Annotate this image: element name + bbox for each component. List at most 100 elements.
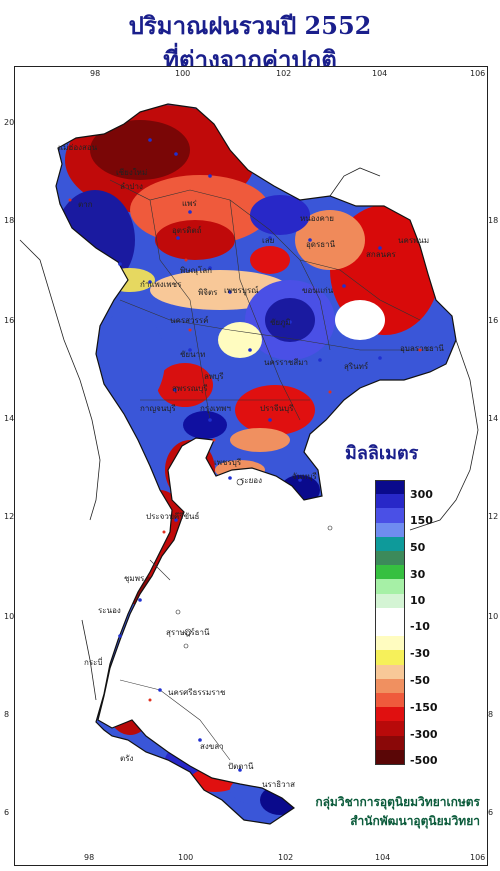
label-ranong: ระนอง (98, 606, 121, 615)
label-phitsanulok: พิษณุโลก (180, 266, 213, 275)
label-nakhonsi: นครศรีธรรมราช (168, 688, 226, 697)
label-pattani: ปัตตานี (228, 762, 254, 771)
label-sakon: สกลนคร (366, 250, 396, 259)
label-nakhonphanom: นครพนม (398, 236, 430, 245)
label-lampang: ลำปาง (120, 182, 143, 191)
lon-tick-bottom: 104 (375, 853, 391, 862)
label-trang: ตรัง (120, 754, 134, 763)
label-kamphaengphet: กำแพงเพชร (140, 280, 182, 289)
legend-swatch (375, 678, 405, 693)
legend-swatch (375, 579, 405, 594)
label-chaiyaphum: ชัยภูมิ (270, 318, 291, 327)
legend-unit: มิลลิเมตร (345, 443, 419, 464)
label-lopburi: ลพบุรี (204, 372, 224, 381)
label-rayong: ระยอง (240, 476, 262, 485)
lon-tick-top: 104 (372, 69, 388, 78)
label-bangkok: กรุงเทพฯ (200, 404, 231, 413)
lat-tick-left: 20 (4, 118, 15, 127)
map-title: ปริมาณฝนรวมปี 2552 (128, 11, 372, 40)
lat-tick-right: 16 (488, 316, 499, 325)
legend-label: -30 (410, 647, 430, 660)
legend-label: -150 (410, 701, 438, 714)
lat-tick-right: 12 (488, 512, 499, 521)
lat-tick-right: 6 (488, 808, 494, 817)
lon-tick-top: 106 (470, 69, 486, 78)
label-udonthani: อุดรธานี (306, 240, 336, 249)
label-kanchanaburi: กาญจนบุรี (140, 404, 176, 413)
lon-tick-bottom: 102 (278, 853, 294, 862)
lat-tick-left: 14 (4, 414, 15, 423)
legend-swatch (375, 636, 405, 651)
lat-tick-left: 8 (4, 710, 10, 719)
label-chanthaburi: จันทบุรี (292, 472, 317, 481)
label-prachinburi: ปราจีนบุรี (260, 404, 294, 413)
label-surin: สุรินทร์ (344, 362, 369, 371)
lat-tick-left: 12 (4, 512, 15, 521)
lat-tick-right: 18 (488, 216, 499, 225)
label-tak: ตาก (78, 200, 93, 209)
credit-bureau: สำนักพัฒนาอุตุนิยมวิทยา (350, 814, 480, 828)
label-khonkaen: ขอนแก่น (302, 286, 334, 295)
label-loei: เลย (262, 236, 275, 245)
lat-tick-left: 10 (4, 612, 15, 621)
label-chumphon: ชุมพร (124, 574, 145, 583)
legend-swatch (375, 494, 405, 509)
legend-swatch (375, 565, 405, 580)
label-phrae: แพร่ (182, 199, 197, 208)
legend-swatch (375, 551, 405, 566)
legend-swatch (375, 749, 405, 765)
label-phichit: พิจิตร (198, 288, 218, 297)
legend-label: 30 (410, 568, 426, 581)
label-phetchabun: เพชรบูรณ์ (224, 286, 259, 295)
legend-swatch (375, 536, 405, 551)
legend-label: 50 (410, 541, 426, 554)
label-chiangmai: เชียงใหม่ (116, 168, 148, 177)
label-prachuap: ประจวบคีรีขันธ์ (146, 512, 200, 521)
label-songkhla: สงขลา (200, 742, 224, 751)
lat-tick-left: 18 (4, 216, 15, 225)
credit-division: กลุ่มวิชาการอุตุนิยมวิทยาเกษตร (315, 795, 480, 809)
legend-swatch (375, 664, 405, 679)
legend-label: 300 (410, 488, 433, 501)
lon-tick-top: 100 (175, 69, 191, 78)
lat-tick-right: 8 (488, 710, 494, 719)
label-uttaradit: อุตรดิตถ์ (172, 226, 202, 235)
label-nongkhai: หนองคาย (300, 214, 334, 223)
legend-swatch (375, 622, 405, 637)
lon-tick-top: 102 (276, 69, 292, 78)
lon-tick-bottom: 98 (84, 853, 95, 862)
legend-label: -10 (410, 620, 430, 633)
legend-swatch (375, 607, 405, 622)
lon-tick-bottom: 106 (470, 853, 486, 862)
legend-label: -50 (410, 674, 430, 687)
legend-swatch (375, 522, 405, 537)
lat-tick-right: 14 (488, 414, 499, 423)
label-nakhonsawan: นครสวรรค์ (170, 316, 209, 325)
legend-label: 10 (410, 594, 426, 607)
label-suphan: สุพรรณบุรี (172, 384, 208, 393)
lon-tick-bottom: 100 (178, 853, 194, 862)
legend-swatch (375, 721, 405, 736)
legend-swatch (375, 508, 405, 523)
lat-tick-left: 16 (4, 316, 15, 325)
legend-swatch (375, 480, 405, 496)
legend-swatch (375, 593, 405, 608)
label-maehongson: แม่ฮ่องสอน (58, 143, 98, 152)
legend-swatch (375, 735, 405, 750)
legend-swatch (375, 650, 405, 665)
label-narathiwat: นราธิวาส (262, 780, 296, 789)
lat-tick-right: 10 (488, 612, 499, 621)
label-phetchaburi: เพชรบุรี (214, 458, 242, 467)
label-chainat: ชัยนาท (180, 350, 206, 359)
lon-tick-top: 98 (90, 69, 101, 78)
label-nakhonratchasima: นครราชสีมา (264, 358, 308, 367)
legend-swatch (375, 707, 405, 722)
label-suratthani: สุราษฎร์ธานี (166, 628, 210, 637)
lat-tick-left: 6 (4, 808, 10, 817)
legend-label: -500 (410, 754, 438, 767)
label-krabi: กระบี่ (84, 658, 103, 667)
legend-label: 150 (410, 514, 433, 527)
legend-swatch (375, 693, 405, 708)
label-ubon: อุบลราชธานี (400, 344, 444, 353)
